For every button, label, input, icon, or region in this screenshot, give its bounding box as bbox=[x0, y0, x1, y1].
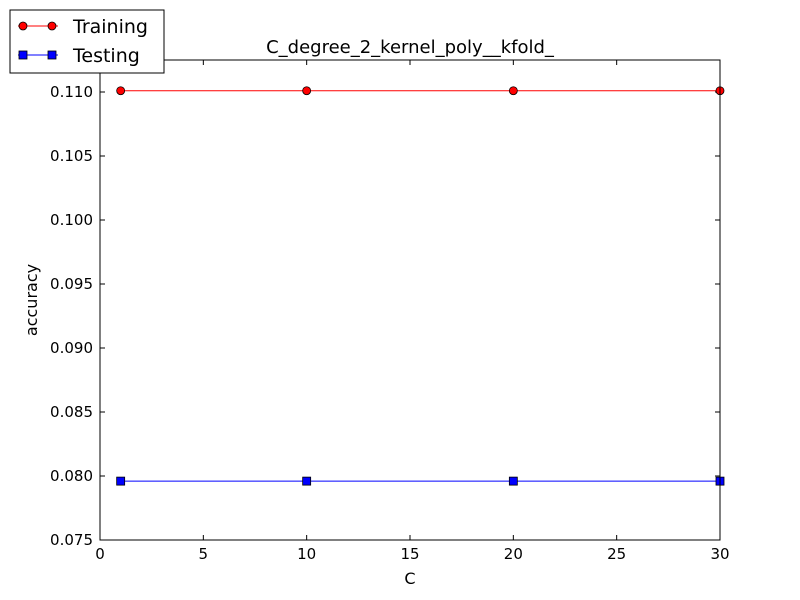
y-tick-label: 0.110 bbox=[50, 83, 93, 101]
x-tick-label: 20 bbox=[504, 545, 523, 563]
testing-point bbox=[116, 476, 126, 486]
plot-frame bbox=[99, 59, 721, 541]
y-tick-label: 0.100 bbox=[50, 211, 93, 229]
x-tick-label: 15 bbox=[400, 545, 419, 563]
y-axis-label: accuracy bbox=[22, 264, 41, 336]
legend-training-marker bbox=[47, 21, 57, 31]
x-tick-label: 25 bbox=[607, 545, 626, 563]
x-tick-label: 5 bbox=[199, 545, 209, 563]
chart-title: C_degree_2_kernel_poly__kfold_ bbox=[266, 37, 555, 58]
y-tick-label: 0.080 bbox=[50, 467, 93, 485]
testing-point bbox=[302, 476, 312, 486]
legend-box bbox=[9, 9, 165, 74]
x-axis-label: C bbox=[404, 569, 415, 588]
legend-testing-marker bbox=[47, 50, 57, 60]
training-point bbox=[302, 86, 312, 96]
y-tick-label: 0.075 bbox=[50, 531, 93, 549]
training-point bbox=[508, 86, 518, 96]
legend: Training Testing bbox=[9, 9, 165, 74]
testing-point bbox=[508, 476, 518, 486]
training-point bbox=[116, 86, 126, 96]
y-tick-label: 0.095 bbox=[50, 275, 93, 293]
x-tick-label: 10 bbox=[297, 545, 316, 563]
y-tick-label: 0.085 bbox=[50, 403, 93, 421]
x-tick-label: 0 bbox=[95, 545, 105, 563]
ticks-layer: 0 5 10 15 20 25 30 0.075 0.080 0.085 0.090 0.095 0.1… bbox=[50, 60, 730, 563]
legend-testing-marker bbox=[18, 50, 28, 60]
legend-training-marker bbox=[18, 21, 28, 31]
legend-testing-label: Testing bbox=[72, 45, 140, 67]
y-tick-label: 0.105 bbox=[50, 147, 93, 165]
legend-training-label: Training bbox=[72, 16, 148, 38]
y-tick-label: 0.090 bbox=[50, 339, 93, 357]
x-tick-label: 30 bbox=[710, 545, 729, 563]
